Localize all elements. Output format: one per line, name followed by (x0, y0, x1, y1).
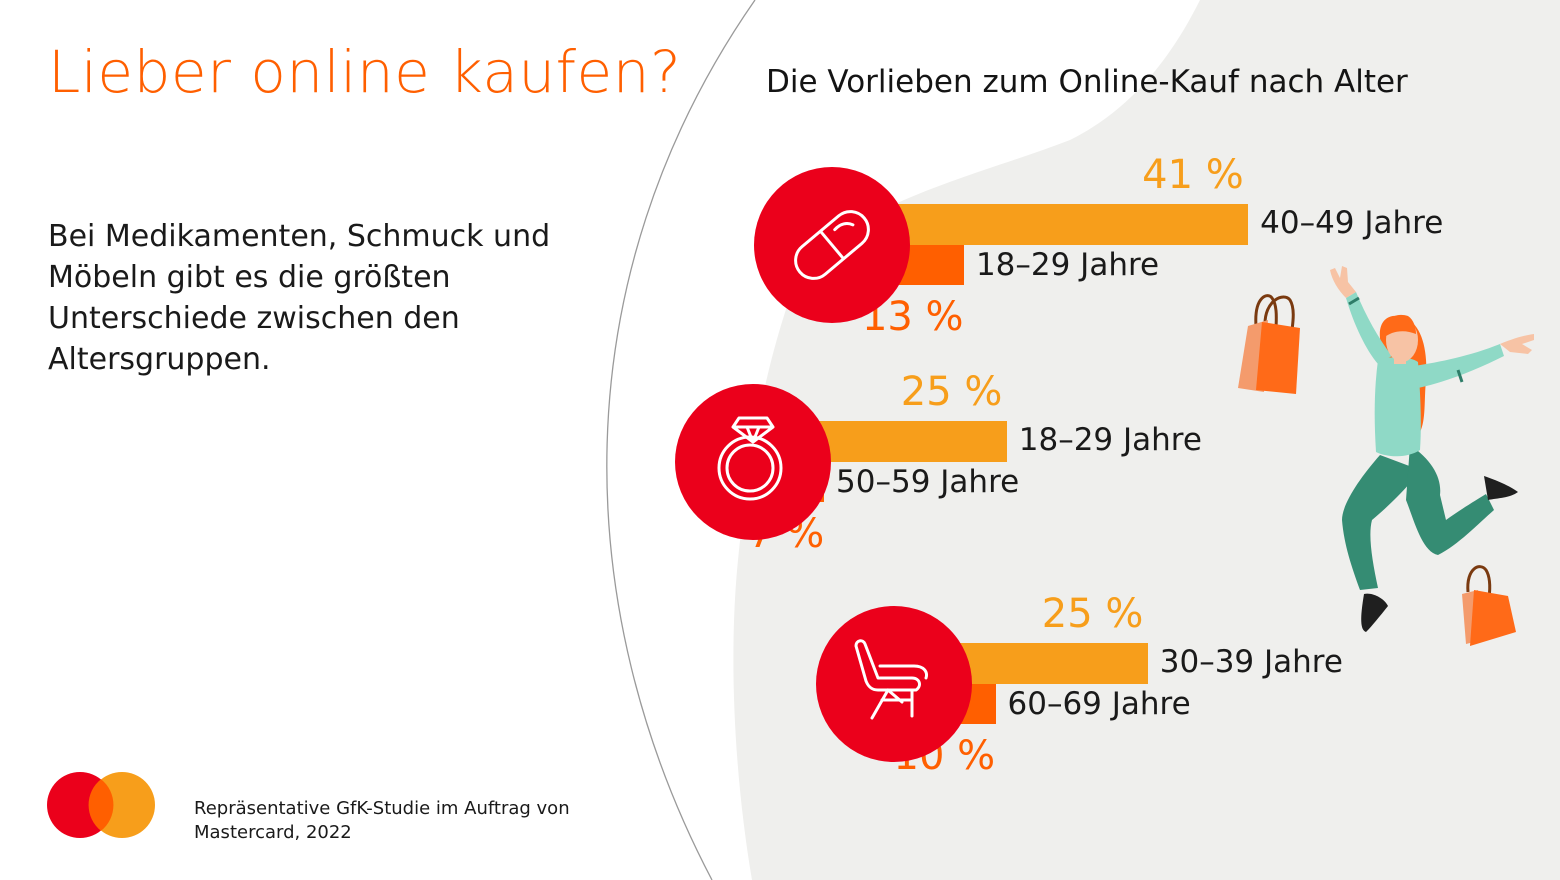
age-label-2-top: 30–39 Jahre (1159, 644, 1343, 680)
category-circle-medication (754, 167, 910, 323)
shopping-bag-icon (1462, 565, 1516, 646)
divider-arc (606, 0, 756, 880)
shopper-illustration-icon (1238, 266, 1534, 646)
value-label-2-top: 25 % (1041, 591, 1144, 637)
shopping-bag-icon (1238, 294, 1300, 394)
chair-icon (854, 639, 928, 720)
source-note: Repräsentative GfK-Studie im Auftrag von… (194, 798, 570, 843)
age-label-1-top: 18–29 Jahre (1018, 422, 1202, 458)
mastercard-logo (47, 772, 155, 838)
ring-icon (717, 416, 783, 501)
age-label-2-bottom: 60–69 Jahre (1007, 686, 1191, 722)
lead-text: Bei Medikamenten, Schmuck und Möbeln gib… (48, 219, 551, 377)
pill-icon (794, 210, 870, 280)
age-label-0-bottom: 18–29 Jahre (975, 247, 1160, 283)
category-circle-jewelry (675, 384, 831, 540)
page-title: Lieber online kaufen? (48, 38, 682, 106)
value-label-0-top: 41 % (1142, 152, 1244, 198)
chart-title: Die Vorlieben zum Online-Kauf nach Alter (766, 64, 1408, 100)
age-label-0-top: 40–49 Jahre (1260, 205, 1444, 241)
value-label-1-top: 25 % (900, 369, 1003, 415)
category-circle-furniture (816, 606, 972, 762)
age-label-1-bottom: 50–59 Jahre (836, 464, 1020, 500)
